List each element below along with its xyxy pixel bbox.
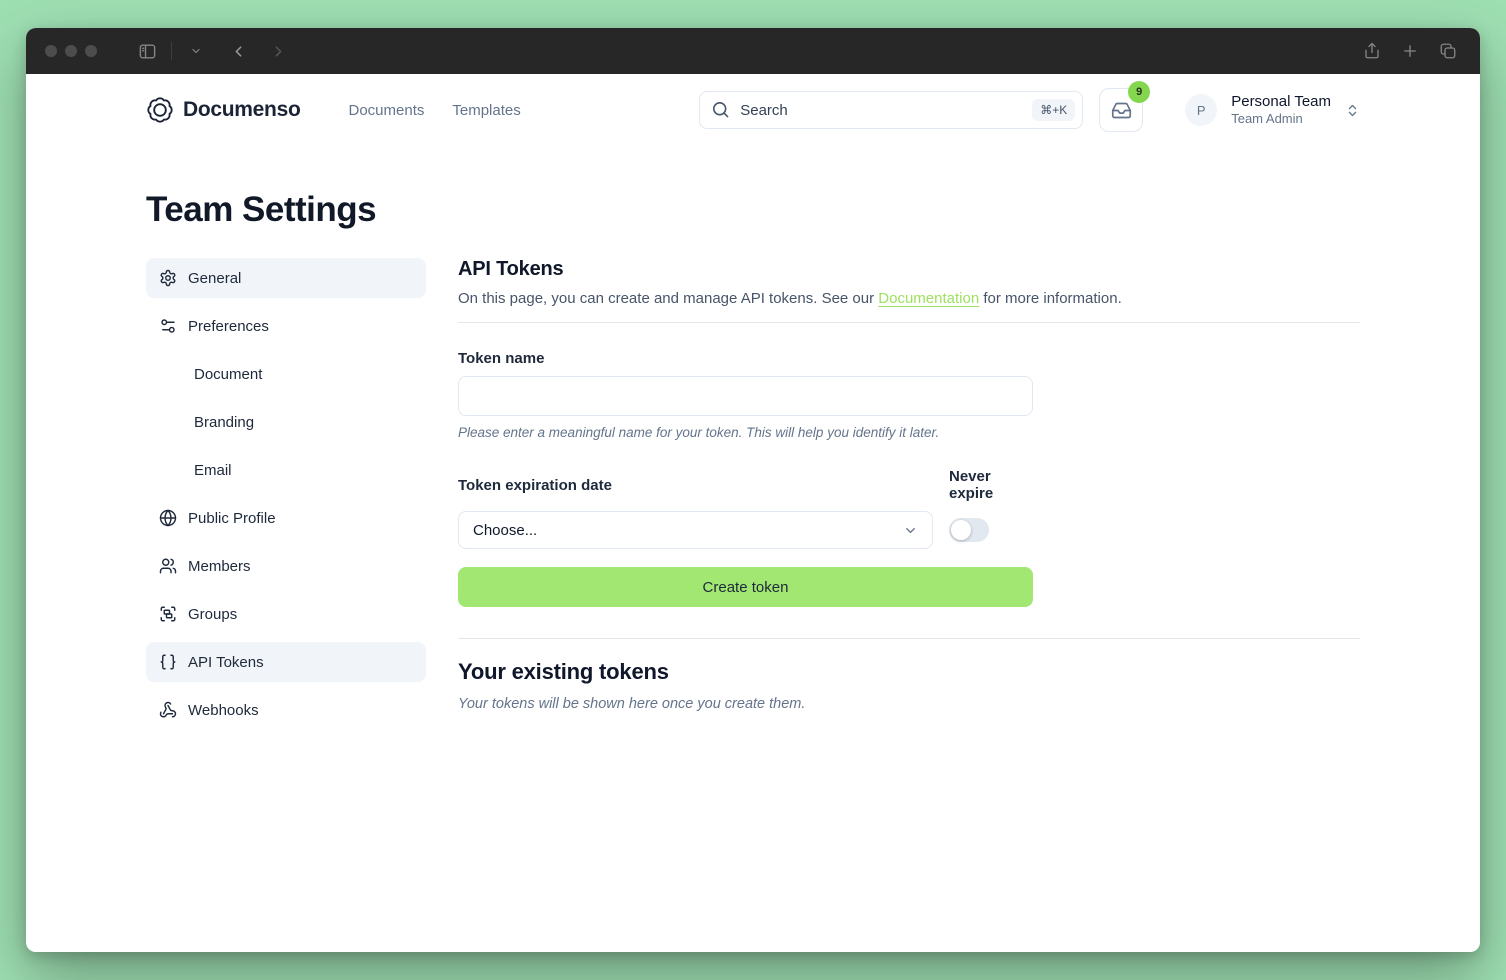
sidebar-item-public-profile[interactable]: Public Profile	[146, 498, 426, 538]
token-name-label: Token name	[458, 350, 545, 367]
chevron-down-icon[interactable]	[182, 37, 210, 65]
description-suffix: for more information.	[979, 290, 1122, 307]
documenso-badge-icon	[146, 96, 174, 124]
back-icon[interactable]	[224, 37, 252, 65]
team-role: Team Admin	[1231, 111, 1303, 127]
sidebar-item-webhooks[interactable]: Webhooks	[146, 690, 426, 730]
brand-name: Documenso	[183, 98, 301, 121]
chevron-down-icon	[903, 523, 918, 538]
divider	[458, 322, 1360, 323]
divider	[458, 638, 1360, 639]
search-box[interactable]: ⌘+K	[699, 91, 1084, 129]
sidebar-item-groups[interactable]: Groups	[146, 594, 426, 634]
tab-overview-icon[interactable]	[1434, 37, 1462, 65]
chevrons-up-down-icon	[1345, 103, 1360, 118]
never-expire-toggle[interactable]	[949, 518, 989, 542]
brand-logo[interactable]: Documenso	[146, 96, 301, 124]
sidebar-item-label: Members	[188, 557, 251, 575]
never-expire-label: Never expire	[949, 468, 994, 502]
sidebar-item-general[interactable]: General	[146, 258, 426, 298]
titlebar-divider	[171, 42, 172, 60]
close-window-button[interactable]	[45, 45, 57, 57]
token-name-help: Please enter a meaningful name for your …	[458, 425, 940, 440]
description-prefix: On this page, you can create and manage …	[458, 290, 879, 307]
sidebar-item-preferences[interactable]: Preferences	[146, 306, 426, 346]
search-input[interactable]	[699, 91, 1084, 129]
inbox-count-badge: 9	[1128, 81, 1151, 103]
inbox-tray-icon	[1111, 100, 1132, 121]
new-tab-icon[interactable]	[1396, 37, 1424, 65]
nav-documents[interactable]: Documents	[348, 101, 425, 119]
settings-sidebar: General Preferences Document Branding	[146, 258, 426, 738]
team-name: Personal Team	[1231, 92, 1331, 110]
braces-icon	[159, 653, 177, 671]
avatar: P	[1185, 94, 1218, 126]
section-title: API Tokens	[458, 258, 564, 280]
search-shortcut-badge: ⌘+K	[1032, 99, 1076, 121]
webhook-icon	[159, 701, 177, 719]
sidebar-item-label: Branding	[194, 413, 255, 431]
sliders-icon	[159, 317, 177, 335]
page-title: Team Settings	[146, 190, 377, 229]
sidebar-item-email[interactable]: Email	[146, 450, 426, 490]
search-icon	[711, 100, 730, 119]
existing-tokens-empty-text: Your tokens will be shown here once you …	[458, 696, 806, 712]
api-tokens-panel: API Tokens On this page, you can create …	[458, 258, 1360, 738]
app-header: Documenso Documents Templates ⌘+K	[26, 74, 1480, 146]
traffic-lights	[45, 45, 97, 57]
nav-templates[interactable]: Templates	[452, 101, 521, 119]
globe-icon	[159, 509, 177, 527]
sidebar-item-label: Preferences	[188, 317, 269, 335]
sidebar-item-label: Webhooks	[188, 701, 259, 719]
app-window: Documenso Documents Templates ⌘+K	[26, 28, 1480, 952]
documentation-link[interactable]: Documentation	[878, 290, 980, 307]
gear-icon	[159, 269, 177, 287]
sidebar-item-label: API Tokens	[188, 653, 264, 671]
forward-icon[interactable]	[264, 37, 292, 65]
minimize-window-button[interactable]	[65, 45, 77, 57]
sidebar-item-label: Public Profile	[188, 509, 276, 527]
group-brackets-icon	[159, 605, 177, 623]
token-name-input[interactable]	[458, 376, 1033, 416]
sidebar-item-label: Groups	[188, 605, 238, 623]
sidebar-item-label: General	[188, 269, 242, 287]
top-nav: Documents Templates	[349, 102, 521, 119]
create-token-button[interactable]: Create token	[458, 567, 1033, 607]
sidebar-toggle-icon[interactable]	[133, 37, 161, 65]
inbox-button[interactable]: 9	[1099, 81, 1151, 132]
toggle-knob	[951, 520, 971, 540]
expiration-select[interactable]: Choose...	[458, 511, 933, 549]
sidebar-item-label: Document	[194, 365, 263, 383]
sidebar-item-branding[interactable]: Branding	[146, 402, 426, 442]
section-description: On this page, you can create and manage …	[458, 290, 1360, 307]
expiration-selected-value: Choose...	[473, 521, 538, 539]
sidebar-item-api-tokens[interactable]: API Tokens	[146, 642, 426, 682]
sidebar-item-members[interactable]: Members	[146, 546, 426, 586]
existing-tokens-title: Your existing tokens	[458, 659, 669, 684]
team-selector[interactable]: P Personal Team Team Admin	[1185, 93, 1360, 128]
share-icon[interactable]	[1358, 37, 1386, 65]
expiration-label: Token expiration date	[458, 476, 612, 494]
sidebar-item-document[interactable]: Document	[146, 354, 426, 394]
sidebar-item-label: Email	[194, 461, 232, 479]
window-titlebar	[26, 28, 1480, 74]
users-icon	[159, 557, 177, 575]
zoom-window-button[interactable]	[85, 45, 97, 57]
